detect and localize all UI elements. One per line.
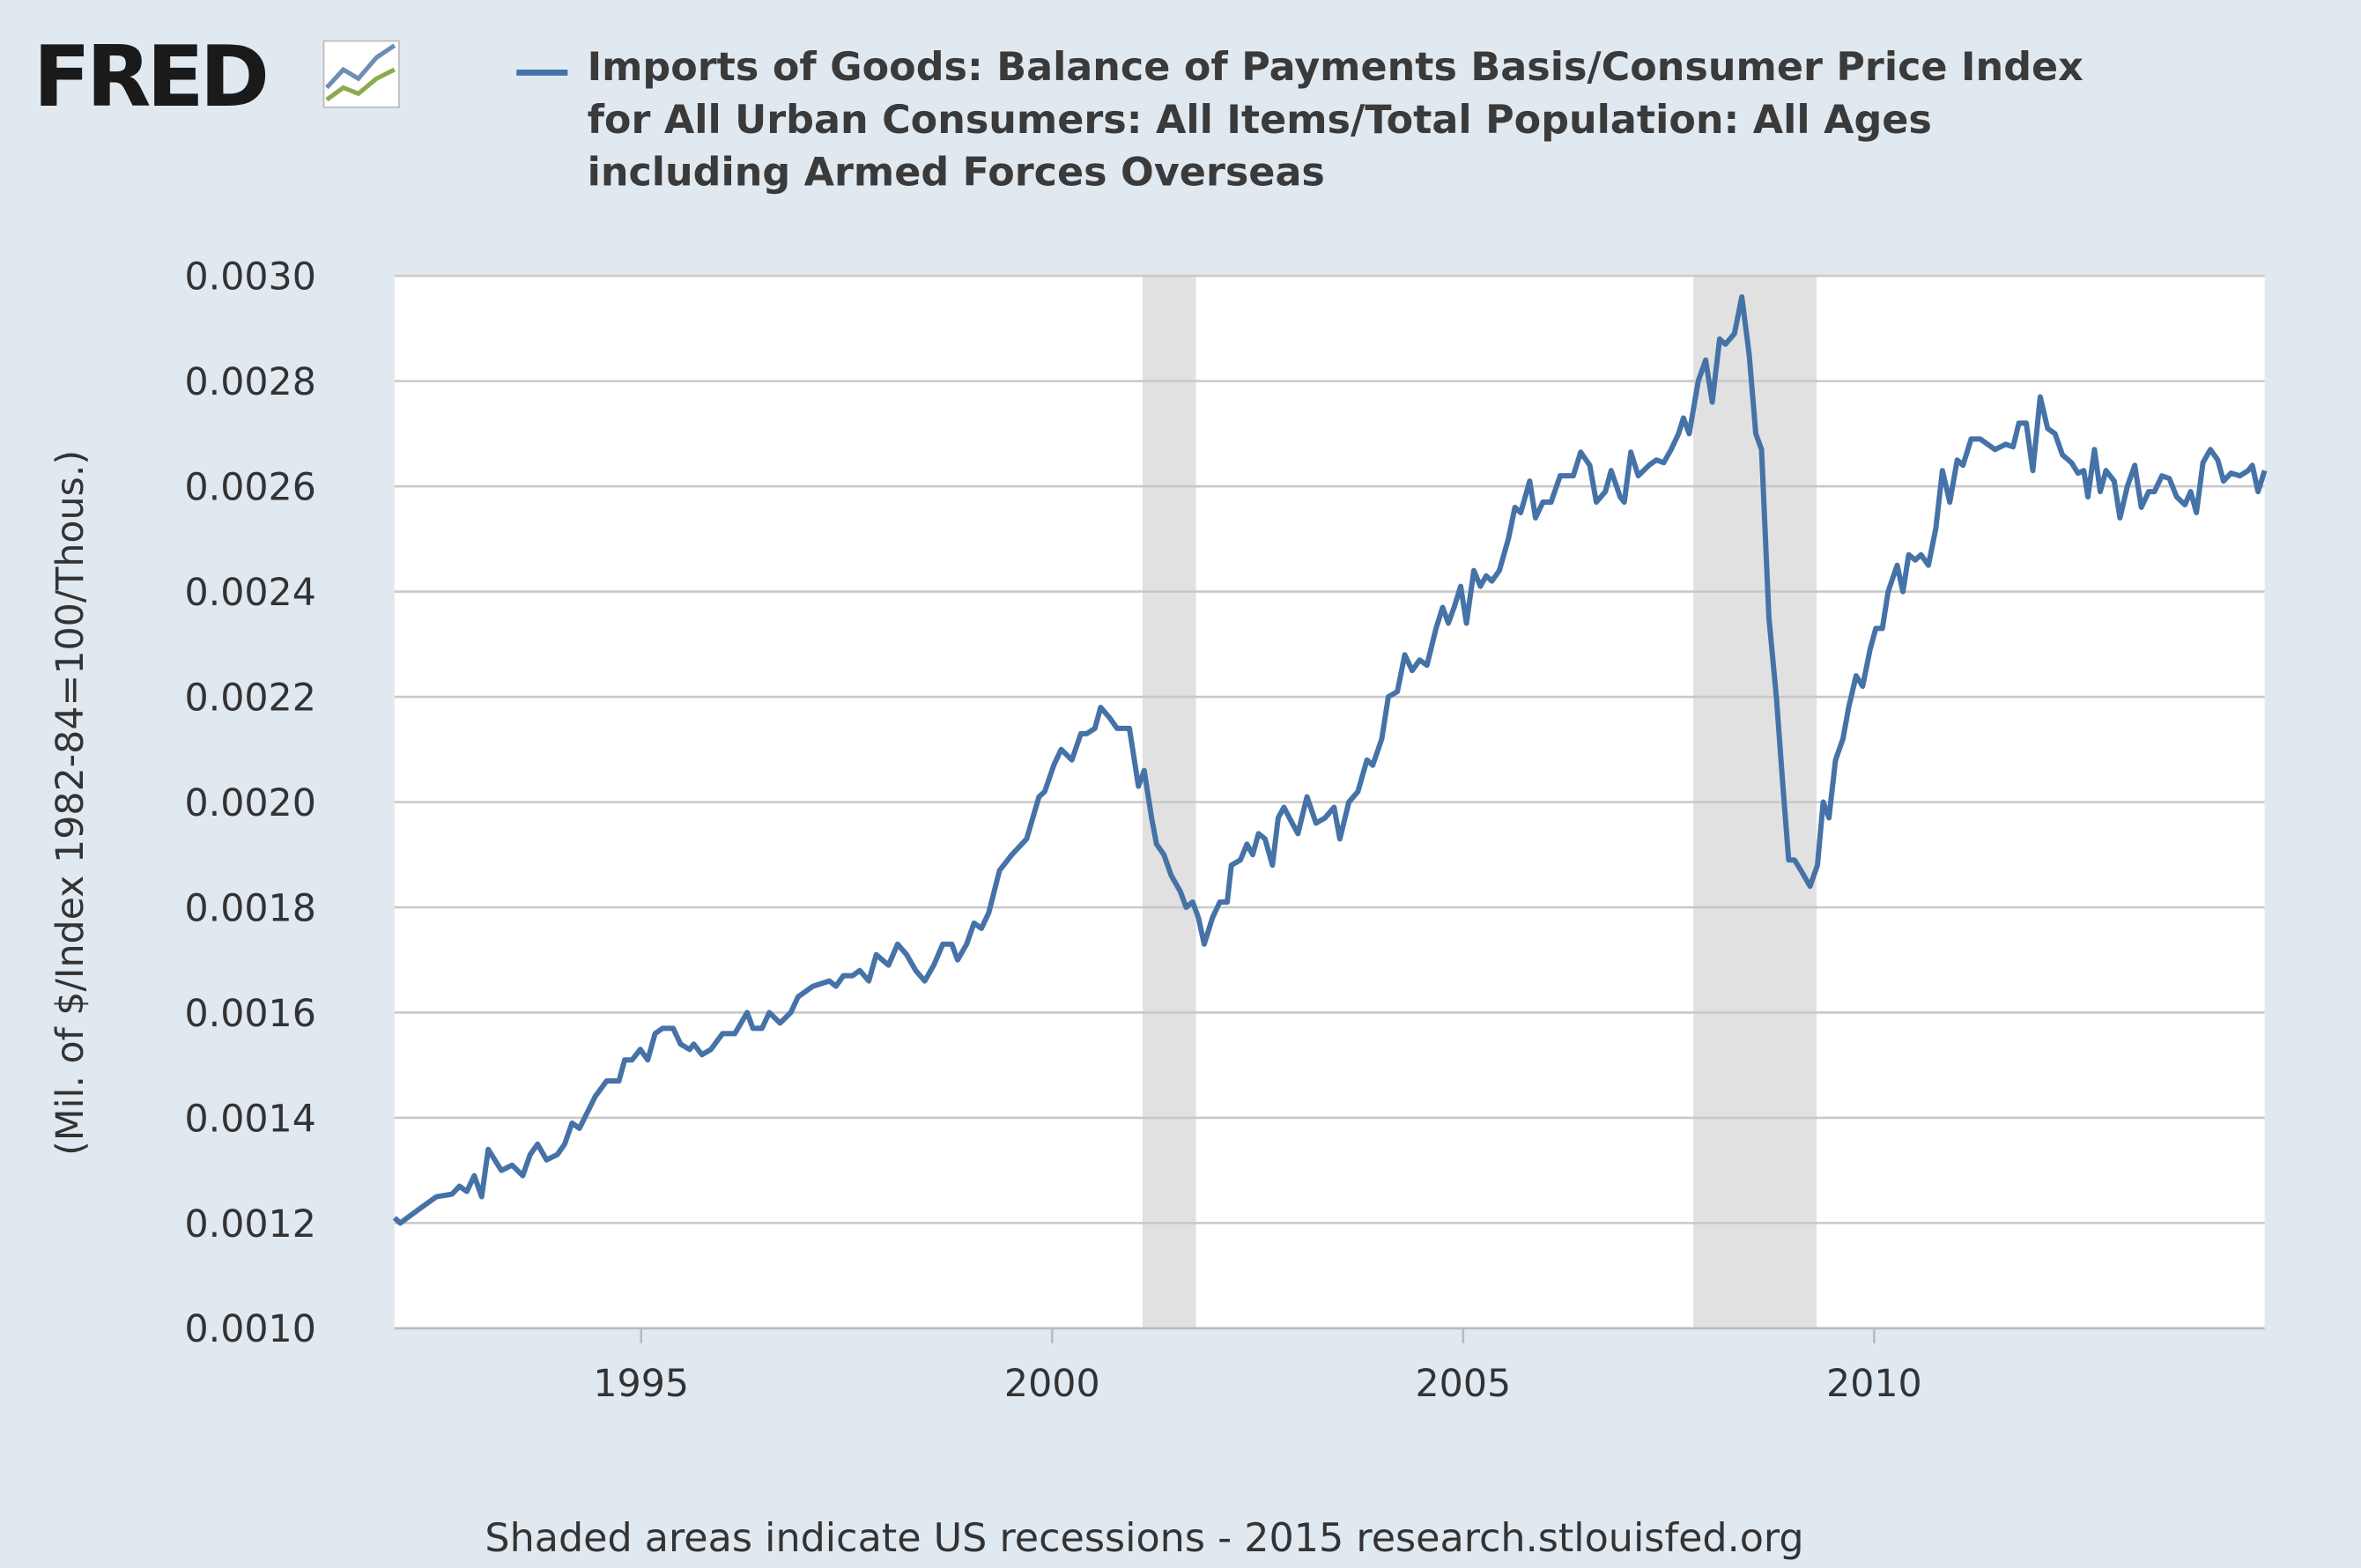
x-tick-label: 2010 xyxy=(1826,1362,1922,1406)
y-tick-label: 0.0022 xyxy=(184,676,315,720)
y-tick-label: 0.0030 xyxy=(184,255,315,300)
x-tick-label: 2005 xyxy=(1415,1362,1511,1406)
y-tick-label: 0.0028 xyxy=(184,360,315,404)
chart-title: Imports of Goods: Balance of Payments Ba… xyxy=(587,45,2083,196)
y-tick-label: 0.0012 xyxy=(184,1202,315,1246)
y-tick-label: 0.0010 xyxy=(184,1307,315,1351)
logo-icon xyxy=(322,40,400,108)
y-tick-label: 0.0026 xyxy=(184,465,315,509)
legend: Imports of Goods: Balance of Payments Ba… xyxy=(587,45,2083,196)
y-tick-label: 0.0014 xyxy=(184,1097,315,1141)
footer-note: Shaded areas indicate US recessions - 20… xyxy=(485,1516,1803,1561)
series-line xyxy=(392,294,2268,1226)
y-tick-label: 0.0018 xyxy=(184,886,315,930)
x-tick-label: 1995 xyxy=(593,1362,689,1406)
y-tick-label: 0.0020 xyxy=(184,781,315,825)
y-tick-label: 0.0016 xyxy=(184,992,315,1036)
x-tick-label: 2000 xyxy=(1004,1362,1100,1406)
y-tick-label: 0.0024 xyxy=(184,571,315,615)
logo: FRED xyxy=(33,27,266,126)
y-axis-label: (Mil. of $/Index 1982-84=100/Thous.) xyxy=(48,450,93,1156)
